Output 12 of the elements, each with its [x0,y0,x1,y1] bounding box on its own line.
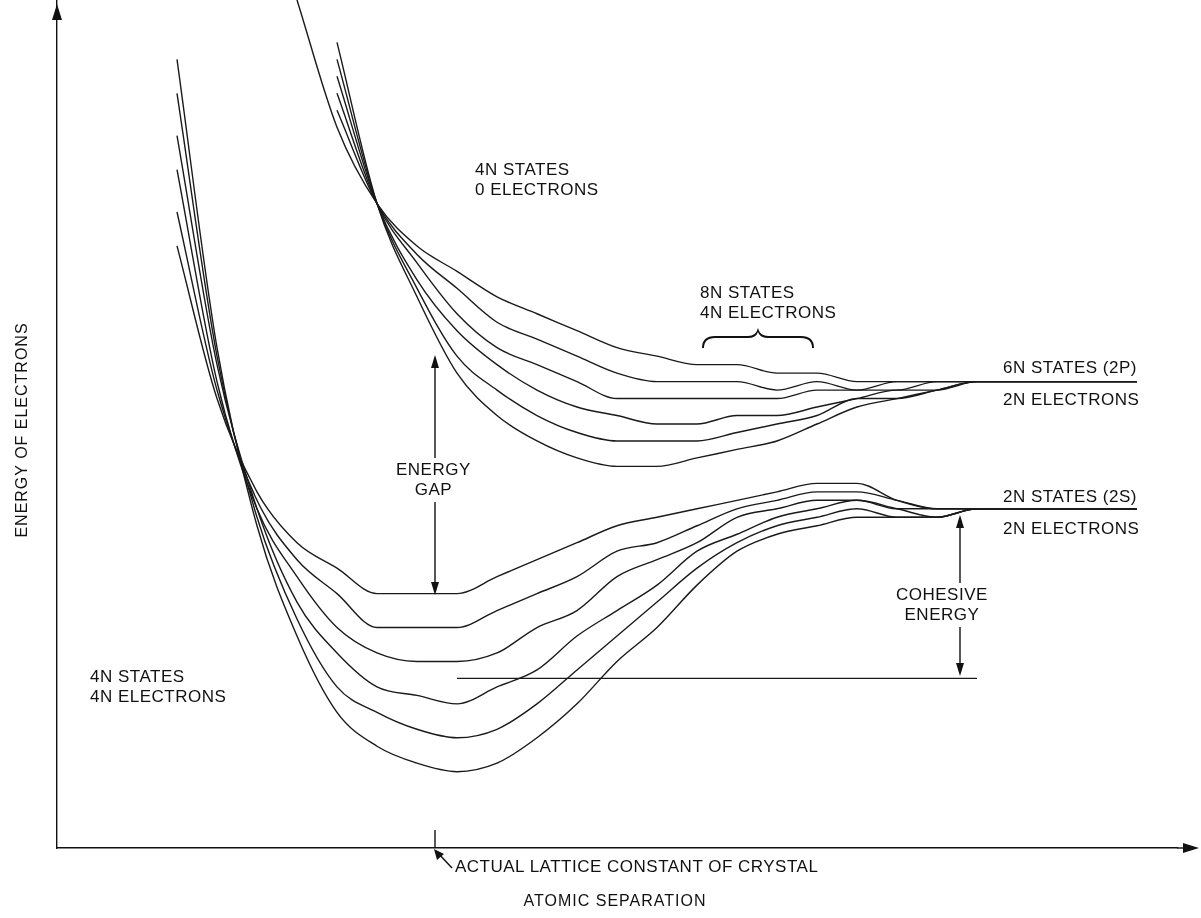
annotation: COHESIVE ENERGY [893,583,991,627]
annotation: 4N STATES 0 ELECTRONS [475,160,599,200]
x-axis-title: ATOMIC SEPARATION [523,892,707,910]
annotation: 8N STATES 4N ELECTRONS [700,283,837,323]
annotation: 6N STATES (2P) [1003,358,1137,378]
annotation: 2N ELECTRONS [1003,390,1140,410]
annotation: 2N ELECTRONS [1003,519,1140,539]
annotation: 4N STATES 4N ELECTRONS [90,667,227,707]
y-axis-title: ENERGY OF ELECTRONS [13,322,31,538]
annotation: 2N STATES (2S) [1003,487,1137,507]
text: ACTUAL LATTICE CONSTANT OF CRYSTAL [455,857,819,877]
annotation: ENERGY GAP [393,458,474,502]
